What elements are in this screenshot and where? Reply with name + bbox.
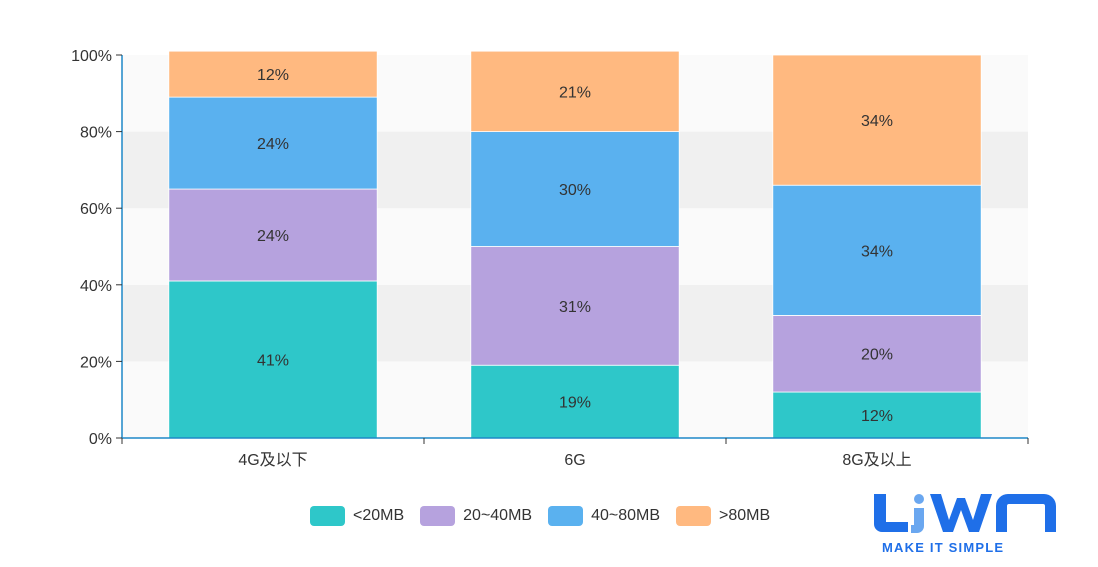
legend-swatch <box>548 506 584 526</box>
legend-item-20-40mb[interactable]: 20~40MB <box>420 506 532 526</box>
legend-label: 20~40MB <box>463 507 533 524</box>
bar-segment <box>470 246 680 366</box>
axes <box>121 55 1028 439</box>
legend-swatch <box>310 506 345 526</box>
data-label: 12% <box>861 408 893 425</box>
data-label: 21% <box>559 84 591 101</box>
x-tick-label: 8G及以上 <box>842 451 911 469</box>
y-tick-label: 40% <box>80 278 112 295</box>
bar-segment <box>470 364 680 439</box>
bar-segment <box>772 54 982 186</box>
data-label: 34% <box>861 243 893 260</box>
bar-segment <box>168 280 378 439</box>
data-label: 19% <box>559 395 591 412</box>
x-axis-ticks: 4G及以下 6G 8G及以上 <box>121 438 1029 469</box>
liwa-logo: MAKE IT SIMPLE <box>870 488 1060 558</box>
logo-wordmark-icon <box>874 494 1056 533</box>
y-tick-label: 80% <box>80 125 112 142</box>
bar-segment <box>772 184 982 316</box>
segment-labels: 41% 24% 24% 12% 19% 31% 30% 21% 12% 20% 34% 34% <box>257 67 893 425</box>
y-tick-label: 20% <box>80 354 112 371</box>
bar-segment <box>772 391 982 439</box>
legend-item-40-80mb[interactable]: 40~80MB <box>548 506 660 526</box>
data-label: 41% <box>257 352 289 369</box>
data-label: 20% <box>861 347 893 364</box>
stacked-bar-chart: 41% 24% 24% 12% 19% 31% 30% 21% 12% 20% 34% 34% 0% 2… <box>71 48 1029 469</box>
legend-label: <20MB <box>353 507 405 524</box>
logo-tagline: MAKE IT SIMPLE <box>882 540 1005 555</box>
bar-segment <box>470 50 680 132</box>
bar-segment <box>168 96 378 190</box>
legend: <20MB 20~40MB 40~80MB >80MB <box>310 506 770 526</box>
bars <box>168 50 982 439</box>
data-label: 31% <box>559 299 591 316</box>
data-label: 24% <box>257 228 289 245</box>
bar-segment <box>168 188 378 282</box>
x-tick-label: 6G <box>564 452 585 469</box>
legend-item-lt20mb[interactable]: <20MB <box>310 506 404 526</box>
y-tick-label: 0% <box>89 431 112 448</box>
x-tick-label: 4G及以下 <box>238 452 307 469</box>
y-tick-label: 100% <box>71 48 112 65</box>
data-label: 30% <box>559 182 591 199</box>
data-label: 12% <box>257 67 289 84</box>
y-tick-label: 60% <box>80 201 112 218</box>
legend-label: >80MB <box>719 507 771 524</box>
legend-label: 40~80MB <box>591 507 661 524</box>
data-label: 24% <box>257 136 289 153</box>
legend-item-gt80mb[interactable]: >80MB <box>676 506 770 526</box>
y-axis-ticks: 0% 20% 40% 60% 80% 100% <box>71 48 122 448</box>
legend-swatch <box>676 506 712 526</box>
bar-segment <box>168 50 378 98</box>
bar-segment <box>772 315 982 393</box>
data-label: 34% <box>861 113 893 130</box>
legend-swatch <box>420 506 456 526</box>
